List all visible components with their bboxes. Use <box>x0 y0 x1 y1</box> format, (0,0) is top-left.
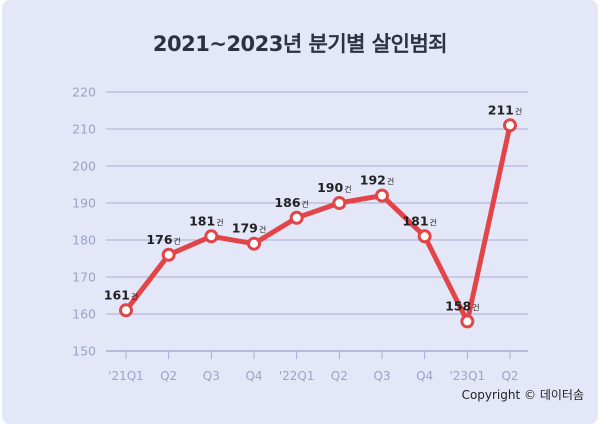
x-tick-label: Q4 <box>245 369 262 383</box>
y-tick-label: 220 <box>72 85 96 100</box>
data-point <box>247 236 261 251</box>
data-point <box>460 314 475 329</box>
y-tick-label: 180 <box>72 233 96 248</box>
data-label: 211건 <box>488 102 522 117</box>
x-tick-label: '22Q1 <box>279 369 315 383</box>
data-label: 158건 <box>445 298 479 313</box>
data-label: 161건 <box>104 287 138 302</box>
y-tick-label: 160 <box>72 307 96 322</box>
x-tick-label: Q3 <box>203 369 220 383</box>
x-tick-label: Q2 <box>160 369 177 383</box>
y-tick-label: 150 <box>72 344 96 359</box>
data-point <box>417 229 432 244</box>
data-label: 181건 <box>189 213 223 228</box>
x-tick-label: '23Q1 <box>450 369 486 383</box>
data-point <box>204 229 219 244</box>
data-label: 186건 <box>274 195 308 210</box>
data-label: 181건 <box>402 213 436 228</box>
data-point <box>161 247 176 262</box>
x-tick-label: Q3 <box>373 369 390 383</box>
y-tick-label: 170 <box>72 270 96 285</box>
data-point <box>375 188 389 203</box>
data-point <box>289 210 304 225</box>
y-tick-label: 210 <box>72 122 96 137</box>
y-tick-label: 200 <box>72 159 96 174</box>
data-point <box>503 118 517 133</box>
data-point <box>119 303 133 318</box>
chart-title: 2021~2023년 분기별 살인범죄 <box>152 32 448 56</box>
copyright-text: Copyright © 데이터솜 <box>461 388 584 402</box>
data-label: 190건 <box>317 180 351 195</box>
x-tick-label: '21Q1 <box>108 369 144 383</box>
x-tick-label: Q4 <box>416 369 433 383</box>
data-point <box>332 196 347 210</box>
data-label: 192건 <box>360 173 394 188</box>
series-line <box>123 122 513 324</box>
y-tick-label: 190 <box>72 196 96 211</box>
x-tick-label: Q2 <box>331 369 348 383</box>
data-label: 179건 <box>232 221 266 236</box>
data-label: 176건 <box>146 232 180 247</box>
x-tick-label: Q2 <box>501 369 518 383</box>
